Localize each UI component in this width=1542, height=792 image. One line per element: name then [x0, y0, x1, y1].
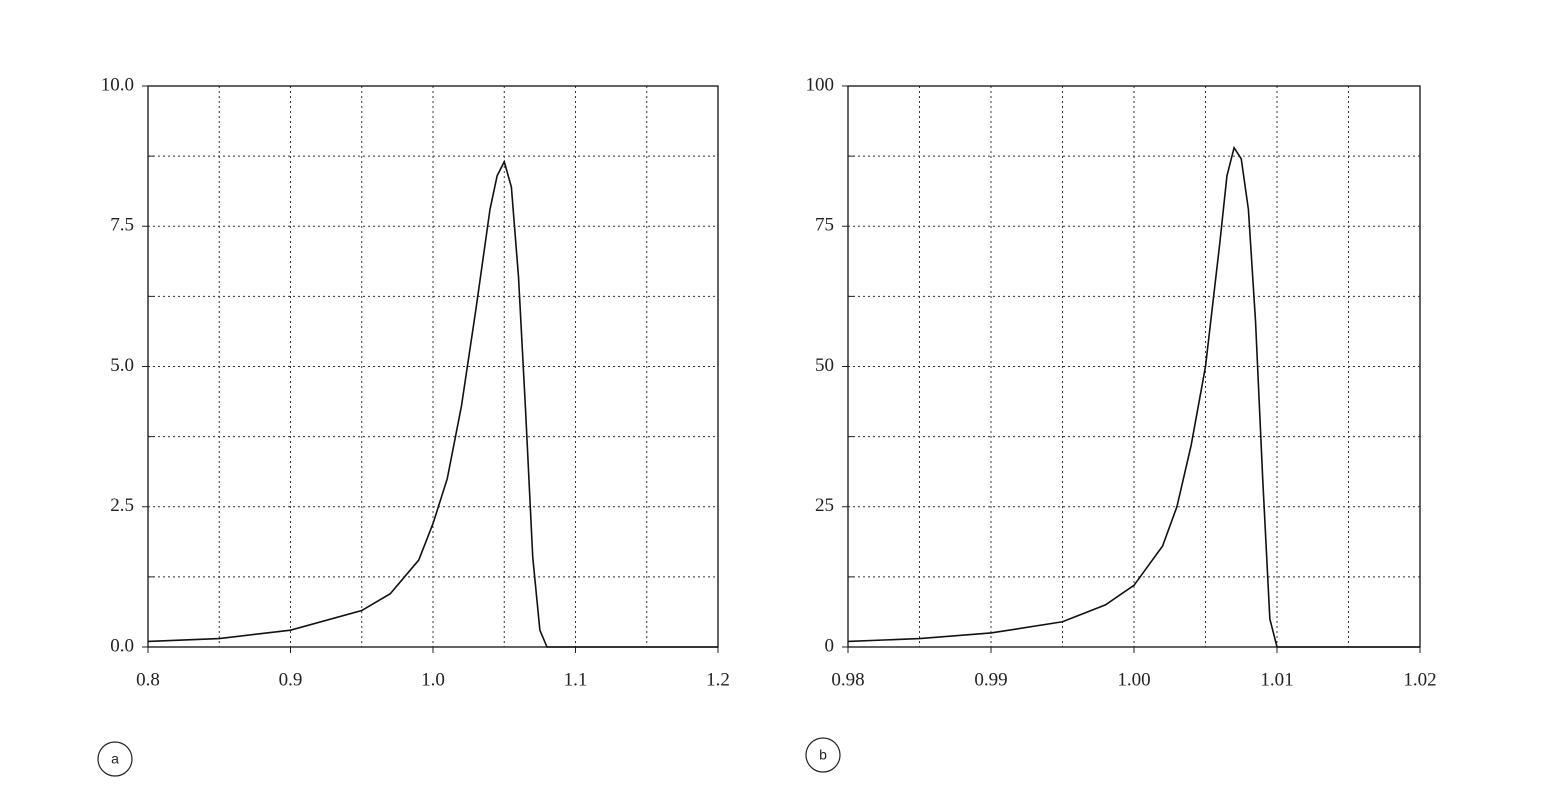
- data-line: [847, 145, 1420, 648]
- x-tick-label: 0.9: [279, 669, 303, 690]
- x-tick-label: 1.01: [1260, 669, 1293, 690]
- y-tick-label: 5.0: [110, 355, 134, 376]
- panel-label-b: b: [805, 737, 841, 773]
- panel-label-a: a: [97, 741, 133, 777]
- y-tick-label: 25: [815, 495, 834, 516]
- panel-circle: [97, 741, 133, 777]
- y-tick-label: 0: [825, 635, 835, 656]
- plot-frame: [847, 85, 1421, 648]
- x-tick-label: 0.8: [136, 669, 160, 690]
- x-tick-label: 0.98: [831, 669, 864, 690]
- y-tick-label: 75: [815, 215, 834, 236]
- x-tick-label: 1.2: [706, 669, 730, 690]
- y-tick-label: 100: [806, 74, 835, 95]
- y-tick-label: 0.0: [110, 635, 134, 656]
- y-tick-label: 7.5: [110, 215, 134, 236]
- x-tick-label: 1.02: [1403, 669, 1436, 690]
- panel-circle: [805, 737, 841, 773]
- panel-label: b: [819, 747, 827, 763]
- plot-frame: [147, 85, 719, 648]
- y-tick-label: 50: [815, 355, 834, 376]
- x-tick-label: 1.00: [1117, 669, 1150, 690]
- y-tick-label: 10.0: [101, 74, 134, 95]
- x-tick-label: 0.99: [974, 669, 1007, 690]
- x-tick-label: 1.0: [421, 669, 445, 690]
- x-tick-label: 1.1: [564, 669, 588, 690]
- data-line: [147, 159, 718, 648]
- y-tick-label: 2.5: [110, 495, 134, 516]
- panel-label: a: [111, 751, 119, 767]
